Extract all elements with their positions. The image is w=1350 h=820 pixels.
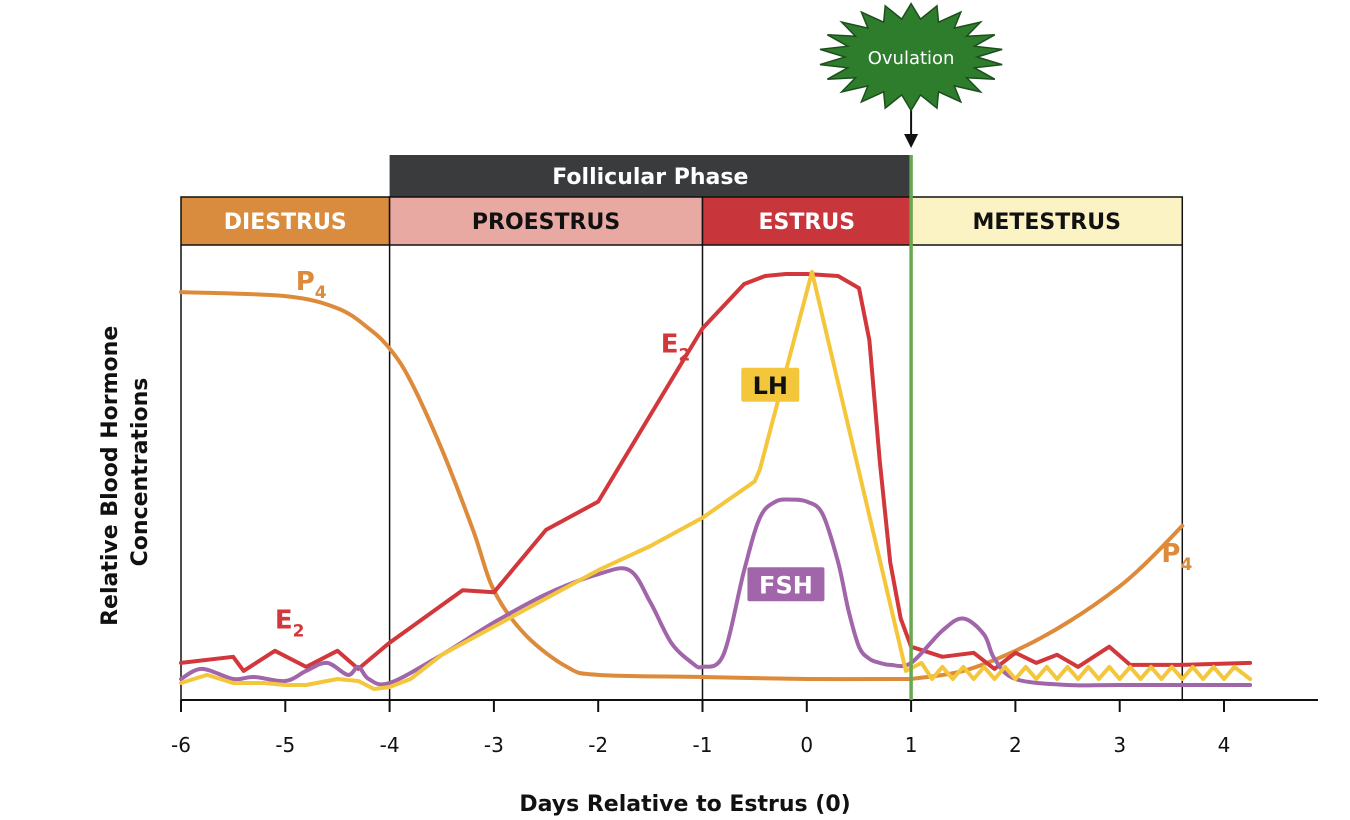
x-tick-label: 2 (1009, 733, 1022, 757)
annotation-main: E (661, 330, 679, 360)
annotation-e2-top: E2 (661, 330, 691, 366)
x-axis-label: Days Relative to Estrus (0) (519, 792, 850, 817)
series-line-p4-metestrus (909, 523, 1185, 681)
annotation-subscript: 2 (679, 346, 691, 366)
boxed-label-bg-lh (741, 367, 800, 402)
annotation-subscript: 4 (1180, 555, 1192, 575)
stage-label-diestrus: DIESTRUS (224, 210, 347, 235)
series-line-p4-diestrus (179, 290, 914, 682)
boxed-label-lh: LH (753, 372, 788, 400)
annotation-p4-top: P4 (296, 267, 327, 303)
x-tick-label: 4 (1218, 733, 1231, 757)
stage-band-proestrus (388, 196, 704, 246)
series-line-e2 (179, 272, 1253, 673)
annotation-main: E (275, 606, 293, 636)
boxed-label-fsh: FSH (759, 571, 813, 599)
ovulation-burst (819, 2, 1003, 112)
x-tick-label: 0 (800, 733, 813, 757)
x-tick-label: 1 (905, 733, 918, 757)
annotation-subscript: 2 (293, 622, 305, 642)
y-axis-label: Relative Blood Hormone Concentrations (98, 318, 153, 626)
x-tick-label: 3 (1113, 733, 1126, 757)
ovulation-label: Ovulation (868, 48, 955, 69)
series-line-fsh (179, 497, 1253, 688)
annotation-main: P (296, 267, 315, 297)
series-line-lh (179, 269, 1253, 691)
stage-bands: Follicular Phase DIESTRUS PROESTRUS ESTRUS M… (180, 155, 1184, 246)
boxed-label-bg-fsh (747, 567, 825, 602)
hormone-series (179, 269, 1253, 691)
x-tick-label: -4 (380, 733, 400, 757)
stage-band-diestrus (180, 196, 391, 246)
follicular-phase-bar (389, 155, 912, 197)
x-tick-label: -1 (693, 733, 713, 757)
y-axis-label-line-1: Relative Blood Hormone (98, 326, 123, 626)
stage-label-proestrus: PROESTRUS (472, 210, 620, 235)
x-tick-label: -3 (484, 733, 504, 757)
x-axis: -6 -5 -4 -3 -2 -1 0 1 2 3 4 (171, 699, 1318, 757)
annotation-p4-low: P4 (1161, 539, 1192, 575)
annotation-main: P (1161, 539, 1180, 569)
stage-band-estrus (701, 196, 912, 246)
annotation-e2-low: E2 (275, 606, 305, 642)
annotation-subscript: 4 (315, 283, 327, 303)
x-tick-label: -6 (171, 733, 191, 757)
ovulation-marker: Ovulation (819, 2, 1003, 700)
x-tick-label: -5 (275, 733, 295, 757)
follicular-phase-label: Follicular Phase (552, 165, 748, 190)
y-axis-label-line-2: Concentrations (128, 378, 153, 567)
stage-label-estrus: ESTRUS (759, 210, 856, 235)
stage-band-metestrus (910, 196, 1184, 246)
x-tick-label: -2 (588, 733, 608, 757)
stage-label-metestrus: METESTRUS (972, 210, 1120, 235)
ovulation-arrow-head (904, 134, 919, 148)
chart-frame (180, 245, 1184, 700)
